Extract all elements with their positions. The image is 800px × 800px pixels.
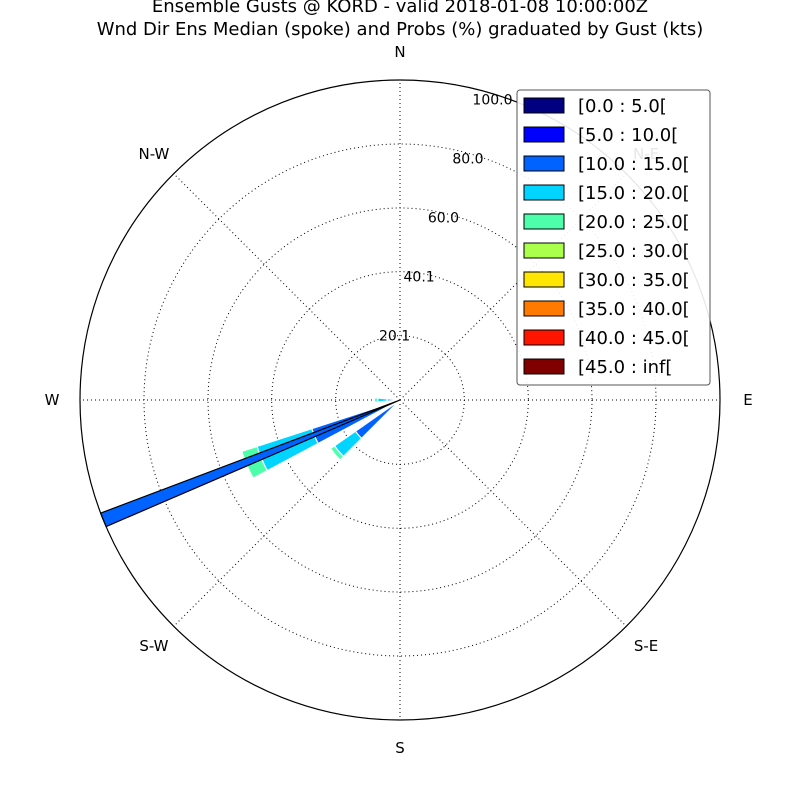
legend-label: [35.0 : 40.0[ bbox=[578, 299, 690, 320]
direction-label: W bbox=[45, 391, 60, 409]
outer-circle bbox=[79, 79, 721, 721]
legend-label: [10.0 : 15.0[ bbox=[578, 154, 690, 175]
radial-tick-label: 20.1 bbox=[379, 329, 410, 345]
legend: [0.0 : 5.0[ [5.0 : 10.0[ [10.0 : 15.0[ [15.… bbox=[516, 89, 711, 386]
wind-sectors bbox=[240, 397, 401, 479]
grid-spoke bbox=[173, 173, 401, 401]
direction-label: S-W bbox=[139, 637, 168, 655]
legend-swatch bbox=[523, 271, 565, 288]
grid-spoke bbox=[399, 399, 627, 627]
legend-label: [15.0 : 20.0[ bbox=[578, 183, 690, 204]
chart-title: Ensemble Gusts @ KORD - valid 2018-01-08… bbox=[151, 0, 649, 17]
legend-label: [0.0 : 5.0[ bbox=[578, 96, 667, 117]
legend-swatch bbox=[523, 358, 565, 375]
direction-label: S bbox=[395, 739, 405, 757]
median-spoke bbox=[99, 399, 401, 528]
legend-label: [45.0 : inf[ bbox=[578, 357, 672, 378]
wind-sector-segment bbox=[373, 397, 379, 403]
radial-tick-label: 80.0 bbox=[452, 151, 483, 167]
direction-label: S-E bbox=[634, 637, 658, 655]
median-spoke-group bbox=[99, 399, 401, 528]
legend-swatch bbox=[523, 97, 565, 114]
polar-grid bbox=[80, 80, 720, 720]
wind-sector-segment bbox=[376, 397, 388, 403]
direction-label: E bbox=[743, 391, 752, 409]
grid-spoke bbox=[399, 173, 627, 401]
legend-frame bbox=[516, 89, 711, 386]
legend-swatch bbox=[523, 329, 565, 346]
radial-tick-label: 100.0 bbox=[472, 92, 512, 108]
direction-label: N-W bbox=[138, 145, 169, 163]
legend-label: [25.0 : 30.0[ bbox=[578, 241, 690, 262]
grid-spoke bbox=[173, 399, 401, 627]
legend-swatch bbox=[523, 242, 565, 259]
legend-label: [40.0 : 45.0[ bbox=[578, 328, 690, 349]
legend-swatch bbox=[523, 126, 565, 143]
legend-swatch bbox=[523, 300, 565, 317]
radial-tick-labels: 20.1 40.1 60.0 80.0 100.0 bbox=[379, 92, 512, 344]
chart-subtitle: Wnd Dir Ens Median (spoke) and Probs (%)… bbox=[96, 19, 704, 40]
radial-tick-label: 60.0 bbox=[428, 211, 459, 227]
legend-label: [5.0 : 10.0[ bbox=[578, 125, 678, 146]
legend-label: [20.0 : 25.0[ bbox=[578, 212, 690, 233]
legend-label: [30.0 : 35.0[ bbox=[578, 270, 690, 291]
legend-swatch bbox=[523, 184, 565, 201]
wind-sector-segment bbox=[329, 445, 345, 461]
legend-swatch bbox=[523, 213, 565, 230]
legend-swatch bbox=[523, 155, 565, 172]
direction-label: N bbox=[394, 43, 405, 61]
radial-tick-label: 40.1 bbox=[404, 269, 435, 285]
